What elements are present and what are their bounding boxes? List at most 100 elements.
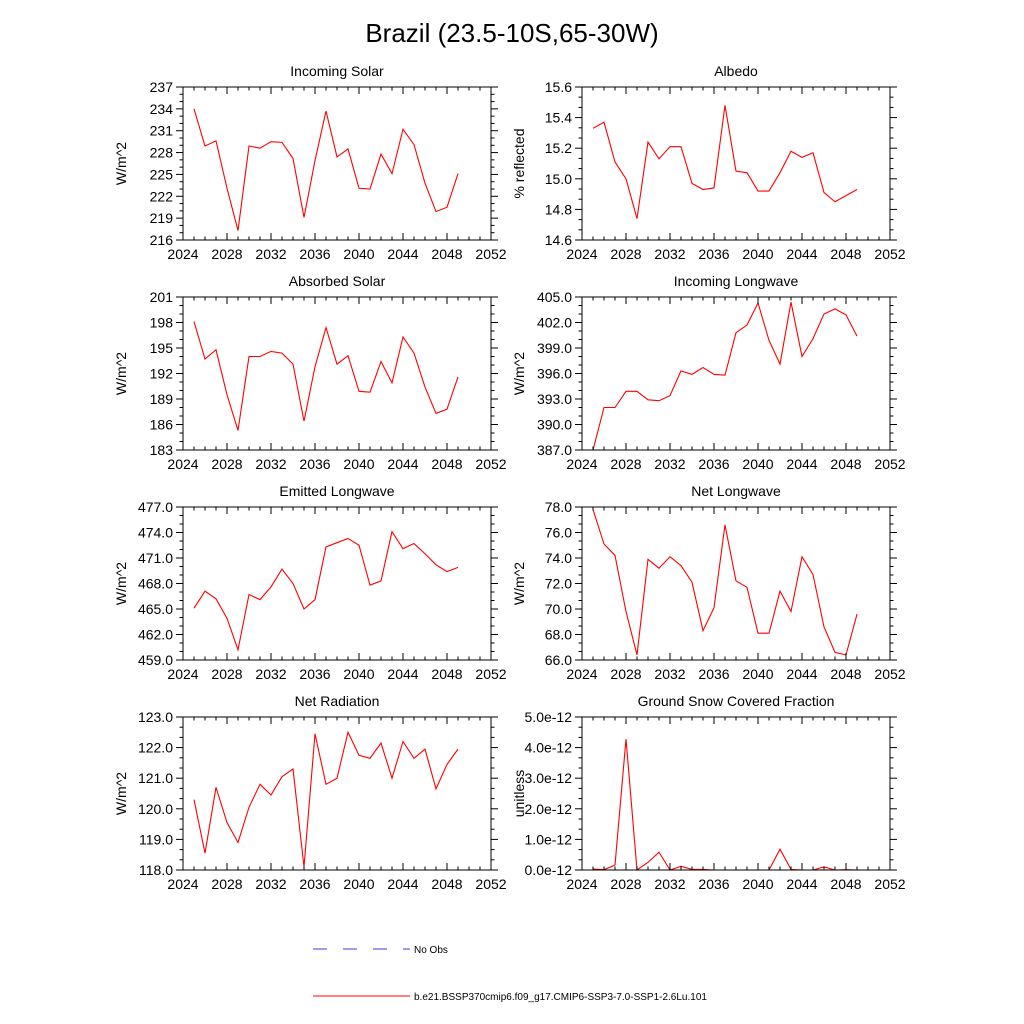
y-tick-label-incoming-solar: 234: [150, 101, 174, 117]
x-tick-label-incoming-longwave: 2036: [698, 456, 729, 472]
panel-absorbed-solar: 2024 2028 2032 2036 2040 2044 2048 2052 183 186 18…: [113, 273, 507, 472]
y-tick-label-ground-snow-covered-fraction: 3.0e-12: [525, 770, 573, 786]
y-tick-label-net-longwave: 70.0: [545, 601, 572, 617]
y-tick-label-emitted-longwave: 471.0: [138, 550, 173, 566]
x-tick-label-emitted-longwave: 2032: [255, 666, 286, 682]
y-tick-label-net-radiation: 120.0: [138, 801, 173, 817]
y-tick-label-ground-snow-covered-fraction: 1.0e-12: [525, 831, 573, 847]
x-tick-label-incoming-solar: 2036: [299, 246, 330, 262]
y-tick-label-incoming-solar: 219: [150, 210, 174, 226]
y-tick-label-emitted-longwave: 462.0: [138, 627, 173, 643]
x-tick-label-absorbed-solar: 2024: [167, 456, 198, 472]
x-tick-label-albedo: 2024: [566, 246, 597, 262]
y-tick-label-albedo: 15.4: [545, 110, 572, 126]
y-tick-label-incoming-longwave: 402.0: [537, 315, 572, 331]
x-tick-label-net-radiation: 2036: [299, 876, 330, 892]
y-tick-label-incoming-solar: 237: [150, 79, 174, 95]
x-tick-label-emitted-longwave: 2040: [343, 666, 374, 682]
panel-net-longwave: 2024 2028 2032 2036 2040 2044 2048 2052 66.0 68.0…: [511, 483, 906, 682]
y-tick-label-incoming-solar: 222: [150, 188, 174, 204]
panel-title-absorbed-solar: Absorbed Solar: [289, 273, 386, 289]
y-tick-label-albedo: 14.8: [545, 201, 572, 217]
x-tick-label-net-longwave: 2052: [874, 666, 905, 682]
y-tick-label-ground-snow-covered-fraction: 0.0e-12: [525, 862, 573, 878]
panels: 2024 2028 2032 2036 2040 2044 2048 2052 216 219 22…: [113, 63, 906, 892]
y-tick-label-absorbed-solar: 195: [150, 340, 174, 356]
y-tick-label-absorbed-solar: 201: [150, 289, 174, 305]
x-tick-label-net-radiation: 2032: [255, 876, 286, 892]
x-tick-label-incoming-longwave: 2040: [742, 456, 773, 472]
y-axis-label-incoming-longwave: W/m^2: [511, 352, 527, 395]
y-axis-label-incoming-solar: W/m^2: [113, 142, 129, 185]
y-tick-label-net-radiation: 119.0: [139, 831, 173, 847]
x-tick-label-incoming-longwave: 2044: [786, 456, 817, 472]
y-tick-label-net-longwave: 74.0: [545, 550, 572, 566]
y-tick-label-net-longwave: 78.0: [545, 499, 572, 515]
y-tick-label-net-radiation: 121.0: [138, 770, 173, 786]
y-tick-label-emitted-longwave: 468.0: [138, 576, 173, 592]
x-tick-label-incoming-solar: 2032: [255, 246, 286, 262]
x-tick-label-incoming-solar: 2024: [167, 246, 198, 262]
x-tick-label-incoming-solar: 2048: [431, 246, 462, 262]
y-tick-label-net-radiation: 123.0: [138, 709, 173, 725]
x-tick-label-net-radiation: 2044: [387, 876, 418, 892]
panel-title-net-radiation: Net Radiation: [295, 693, 380, 709]
y-tick-label-incoming-solar: 231: [150, 123, 174, 139]
y-tick-label-net-radiation: 122.0: [138, 740, 173, 756]
panel-albedo: 2024 2028 2032 2036 2040 2044 2048 2052 14.6 14.8…: [511, 63, 906, 262]
legend-label-model-run: b.e21.BSSP370cmip6.f09_g17.CMIP6-SSP3-7.…: [414, 992, 707, 1003]
panel-title-net-longwave: Net Longwave: [691, 483, 781, 499]
y-tick-label-emitted-longwave: 459.0: [138, 652, 173, 668]
x-tick-label-emitted-longwave: 2044: [387, 666, 418, 682]
y-tick-label-net-longwave: 76.0: [545, 525, 572, 541]
y-tick-label-albedo: 15.6: [545, 79, 572, 95]
x-tick-label-albedo: 2048: [830, 246, 861, 262]
y-tick-label-ground-snow-covered-fraction: 4.0e-12: [525, 740, 573, 756]
y-tick-label-albedo: 15.2: [545, 140, 572, 156]
x-tick-label-net-longwave: 2028: [610, 666, 641, 682]
x-tick-label-net-radiation: 2048: [431, 876, 462, 892]
y-axis-label-albedo: % reflected: [511, 128, 527, 198]
panel-title-emitted-longwave: Emitted Longwave: [279, 483, 394, 499]
x-tick-label-absorbed-solar: 2044: [387, 456, 418, 472]
y-tick-label-absorbed-solar: 192: [150, 366, 174, 382]
panel-incoming-longwave: 2024 2028 2032 2036 2040 2044 2048 2052 387.0 390…: [511, 273, 906, 472]
x-tick-label-absorbed-solar: 2048: [431, 456, 462, 472]
y-tick-label-emitted-longwave: 474.0: [138, 525, 173, 541]
x-tick-label-emitted-longwave: 2036: [299, 666, 330, 682]
x-tick-label-incoming-longwave: 2032: [654, 456, 685, 472]
x-tick-label-absorbed-solar: 2040: [343, 456, 374, 472]
x-tick-label-ground-snow-covered-fraction: 2052: [874, 876, 905, 892]
x-tick-label-incoming-longwave: 2048: [830, 456, 861, 472]
figure-title: Brazil (23.5-10S,65-30W): [365, 18, 658, 48]
y-tick-label-absorbed-solar: 183: [150, 442, 174, 458]
legend: No Obs b.e21.BSSP370cmip6.f09_g17.CMIP6-…: [313, 945, 707, 1003]
y-axis-label-net-longwave: W/m^2: [511, 562, 527, 605]
x-tick-label-net-longwave: 2024: [566, 666, 597, 682]
y-tick-label-ground-snow-covered-fraction: 2.0e-12: [525, 801, 573, 817]
panel-incoming-solar: 2024 2028 2032 2036 2040 2044 2048 2052 216 219 22…: [113, 63, 507, 262]
x-tick-label-ground-snow-covered-fraction: 2040: [742, 876, 773, 892]
panel-title-incoming-solar: Incoming Solar: [290, 63, 384, 79]
x-tick-label-incoming-solar: 2044: [387, 246, 418, 262]
series-line-incoming-solar-0: [193, 108, 459, 231]
series-line-albedo-0: [592, 105, 858, 219]
y-tick-label-emitted-longwave: 477.0: [138, 499, 173, 515]
y-tick-label-net-longwave: 68.0: [545, 627, 572, 643]
x-tick-label-net-radiation: 2028: [211, 876, 242, 892]
y-tick-label-albedo: 15.0: [545, 171, 572, 187]
x-tick-label-albedo: 2028: [610, 246, 641, 262]
series-line-emitted-longwave-0: [193, 530, 459, 652]
series-line-net-radiation-0: [193, 730, 459, 868]
x-tick-label-net-radiation: 2052: [475, 876, 506, 892]
y-tick-label-net-longwave: 66.0: [545, 652, 572, 668]
y-axis-label-ground-snow-covered-fraction: unitless: [511, 770, 527, 817]
x-tick-label-ground-snow-covered-fraction: 2048: [830, 876, 861, 892]
x-tick-label-emitted-longwave: 2024: [167, 666, 198, 682]
y-tick-label-incoming-solar: 228: [150, 145, 174, 161]
y-tick-label-net-radiation: 118.0: [139, 862, 173, 878]
x-tick-label-net-longwave: 2036: [698, 666, 729, 682]
x-tick-label-albedo: 2052: [874, 246, 905, 262]
x-tick-label-incoming-solar: 2040: [343, 246, 374, 262]
